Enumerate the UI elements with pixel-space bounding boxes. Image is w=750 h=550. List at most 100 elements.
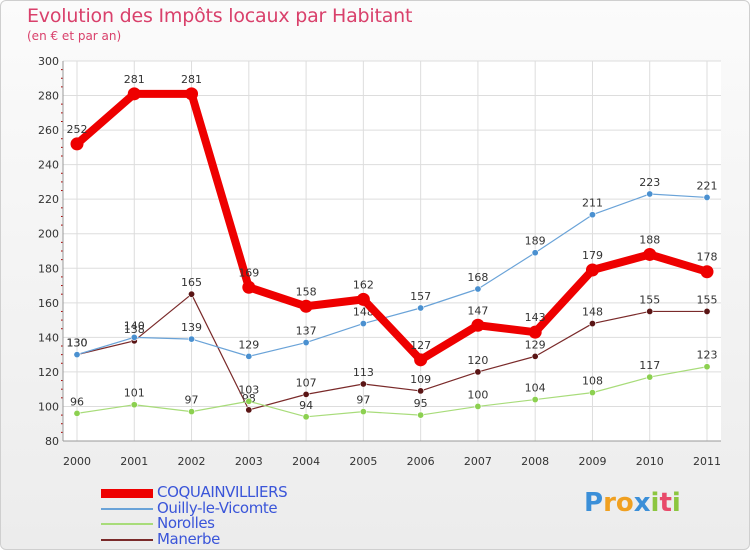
data-point	[474, 285, 482, 293]
data-label: 157	[410, 290, 431, 303]
data-point	[299, 299, 313, 313]
data-label: 117	[639, 359, 660, 372]
data-point	[245, 397, 253, 405]
legend-label: COQUAINVILLIERS	[157, 483, 288, 501]
data-point	[474, 402, 482, 410]
data-label: 103	[238, 383, 259, 396]
data-point	[585, 263, 599, 277]
data-label: 139	[181, 321, 202, 334]
data-label: 130	[67, 337, 88, 350]
data-point	[185, 87, 199, 101]
chart-subtitle: (en € et par an)	[27, 29, 122, 43]
data-point	[302, 390, 310, 398]
data-label: 95	[414, 397, 428, 410]
data-point	[703, 307, 711, 315]
data-label: 223	[639, 176, 660, 189]
logo-letter: x	[633, 488, 651, 518]
x-tick-label: 2000	[63, 455, 91, 468]
x-tick-label: 2003	[235, 455, 263, 468]
data-point	[359, 408, 367, 416]
logo-letter: i	[650, 488, 660, 518]
y-tick-label: 120	[38, 366, 59, 379]
data-point	[588, 211, 596, 219]
data-label: 109	[410, 373, 431, 386]
y-tick-label: 240	[38, 159, 59, 172]
x-tick-label: 2007	[464, 455, 492, 468]
data-label: 108	[582, 375, 603, 388]
data-label: 120	[467, 354, 488, 367]
chart-title: Evolution des Impôts locaux par Habitant	[27, 5, 413, 27]
data-label: 188	[639, 233, 660, 246]
legend-item: Norolles	[101, 514, 361, 532]
y-tick-label: 300	[38, 55, 59, 68]
x-tick-label: 2001	[120, 455, 148, 468]
x-tick-label: 2005	[349, 455, 377, 468]
x-tick-label: 2006	[407, 455, 435, 468]
data-point	[188, 408, 196, 416]
data-point	[531, 352, 539, 360]
data-label: 148	[582, 306, 603, 319]
proxiti-logo: Proxiti	[584, 488, 681, 518]
data-label: 100	[467, 388, 488, 401]
legend-swatch	[101, 488, 153, 498]
data-label: 168	[467, 271, 488, 284]
x-tick-label: 2009	[578, 455, 606, 468]
series-line	[73, 89, 711, 364]
logo-letter: t	[659, 488, 672, 518]
data-label: 97	[185, 394, 199, 407]
series-line	[76, 293, 708, 411]
data-point	[130, 333, 138, 341]
y-tick-label: 220	[38, 193, 59, 206]
data-point	[359, 380, 367, 388]
data-label: 281	[181, 73, 202, 86]
data-point	[700, 265, 714, 279]
data-point	[588, 320, 596, 328]
y-tick-label: 200	[38, 228, 59, 241]
data-label: 96	[70, 395, 84, 408]
y-tick-label: 280	[38, 90, 59, 103]
data-point	[188, 290, 196, 298]
data-label: 123	[697, 349, 718, 362]
data-point	[73, 409, 81, 417]
x-tick-label: 2008	[521, 455, 549, 468]
series-line	[76, 366, 708, 418]
data-label: 104	[525, 382, 546, 395]
data-point	[302, 339, 310, 347]
data-label: 147	[467, 304, 488, 317]
data-point	[528, 325, 542, 339]
data-label: 158	[296, 285, 317, 298]
legend-swatch	[101, 507, 153, 510]
data-point	[356, 292, 370, 306]
x-tick-label: 2004	[292, 455, 320, 468]
data-label: 129	[525, 338, 546, 351]
data-label: 143	[525, 311, 546, 324]
x-tick-label: 2011	[693, 455, 721, 468]
data-label: 221	[697, 179, 718, 192]
data-label: 94	[299, 399, 313, 412]
data-label: 178	[697, 251, 718, 264]
data-point	[531, 249, 539, 257]
data-label: 162	[353, 278, 374, 291]
data-point	[302, 413, 310, 421]
data-label: 281	[124, 73, 145, 86]
y-tick-label: 80	[45, 435, 59, 448]
x-tick-label: 2002	[178, 455, 206, 468]
data-point	[188, 335, 196, 343]
x-tick-label: 2010	[636, 455, 664, 468]
y-tick-label: 160	[38, 297, 59, 310]
logo-letter: o	[615, 488, 634, 518]
logo-letter: P	[584, 488, 604, 518]
data-point	[417, 411, 425, 419]
data-label: 155	[697, 293, 718, 306]
series-line	[76, 193, 708, 357]
data-point	[245, 352, 253, 360]
y-tick-label: 140	[38, 331, 59, 344]
legend-label: Ouilly-le-Vicomte	[157, 498, 278, 517]
data-label: 155	[639, 293, 660, 306]
data-label: 211	[582, 197, 603, 210]
chart-legend: COQUAINVILLIERS Ouilly-le-Vicomte Norolles…	[101, 483, 361, 548]
y-tick-label: 260	[38, 124, 59, 137]
data-point	[70, 137, 84, 151]
legend-item: COQUAINVILLIERS	[101, 483, 361, 501]
